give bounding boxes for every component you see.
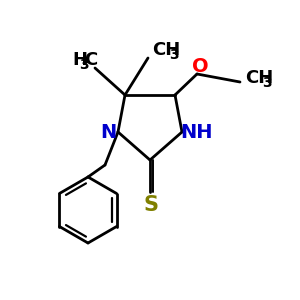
Text: N: N — [100, 122, 116, 142]
Text: 3: 3 — [262, 76, 272, 90]
Text: O: O — [192, 58, 208, 76]
Text: H: H — [72, 51, 87, 69]
Text: CH: CH — [152, 41, 180, 59]
Text: NH: NH — [180, 122, 212, 142]
Text: C: C — [84, 51, 97, 69]
Text: CH: CH — [245, 69, 273, 87]
Text: 3: 3 — [80, 58, 89, 72]
Text: S: S — [143, 195, 158, 215]
Text: 3: 3 — [169, 48, 178, 62]
